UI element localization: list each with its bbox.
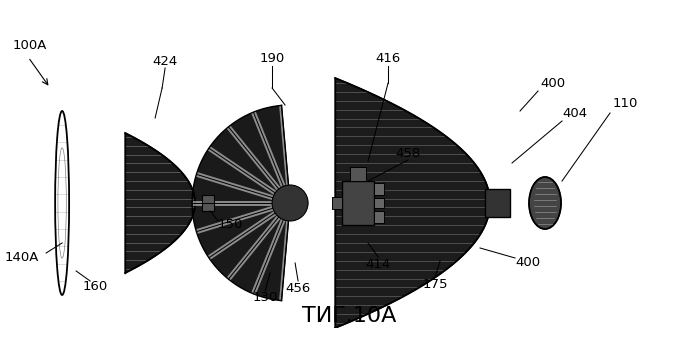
Bar [485, 189, 510, 217]
Bar [374, 198, 384, 208]
Text: 458: 458 [396, 147, 421, 160]
Text: 110: 110 [612, 96, 638, 109]
Text: 175: 175 [422, 278, 448, 291]
Text: 414: 414 [366, 258, 391, 271]
Text: 404: 404 [563, 106, 588, 119]
Polygon shape [335, 78, 490, 328]
Polygon shape [192, 105, 290, 301]
Bar [350, 167, 366, 181]
Text: 140A: 140A [5, 252, 39, 265]
Bar [374, 211, 384, 223]
Text: 416: 416 [376, 52, 401, 65]
Ellipse shape [529, 177, 561, 229]
Text: 150: 150 [217, 218, 243, 231]
Text: 190: 190 [260, 52, 285, 65]
Text: 424: 424 [152, 55, 178, 68]
Bar [342, 181, 374, 225]
Bar [202, 195, 214, 211]
Bar [374, 183, 384, 195]
Text: 160: 160 [82, 280, 107, 293]
Text: 456: 456 [285, 282, 311, 296]
Polygon shape [125, 133, 195, 273]
Text: 400: 400 [540, 77, 565, 90]
Circle shape [272, 185, 308, 221]
Text: 130: 130 [253, 291, 278, 304]
Text: 400: 400 [515, 256, 540, 269]
Text: ΤИГ.10А: ΤИГ.10А [302, 306, 396, 326]
Text: 100A: 100A [12, 39, 47, 52]
Bar [332, 197, 342, 209]
